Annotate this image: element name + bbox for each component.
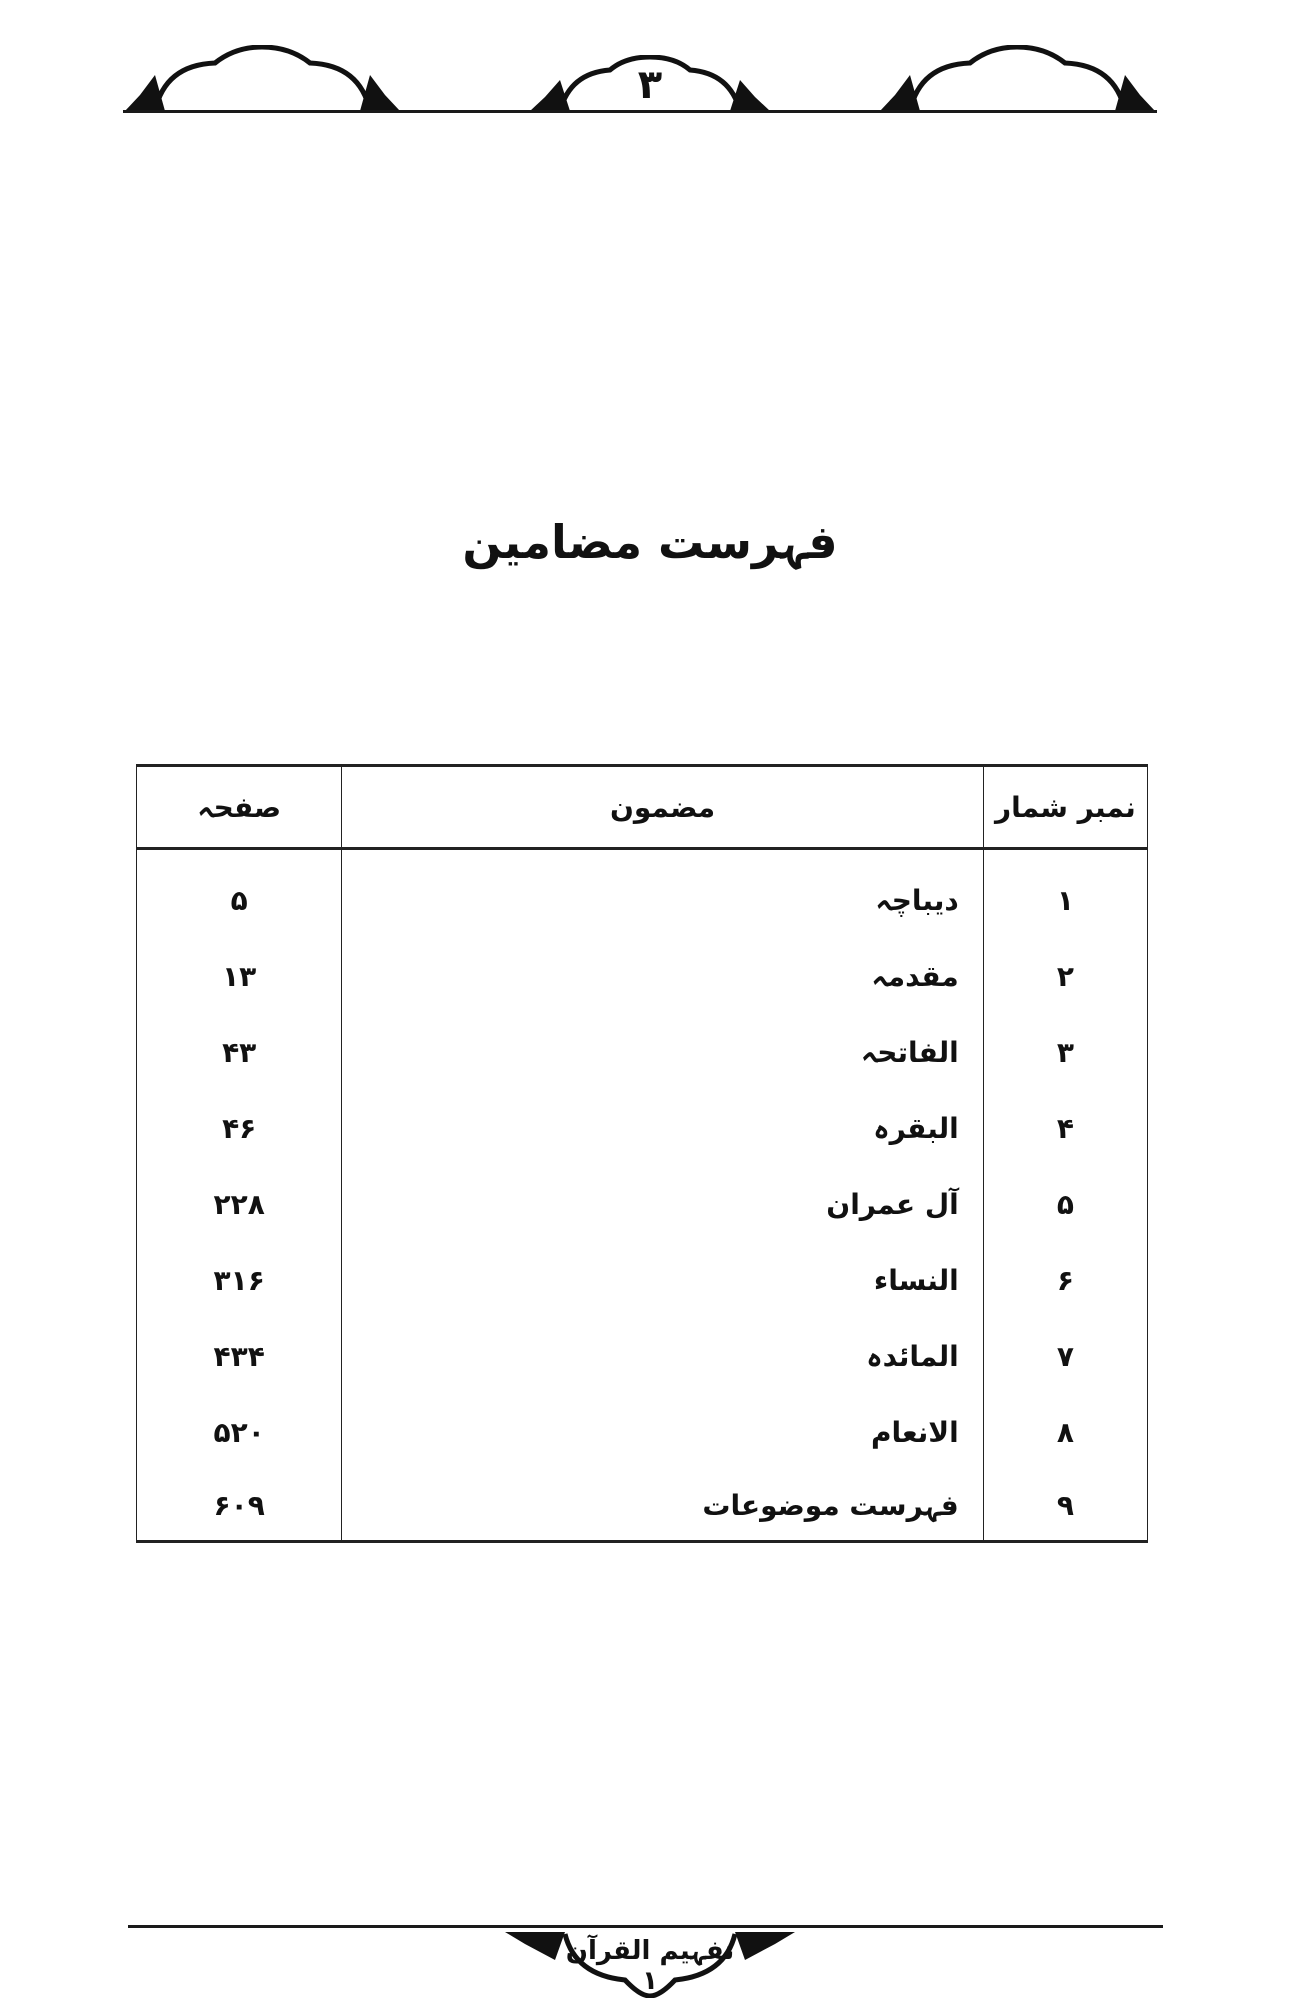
table-row: ۲ مقدمہ ۱۳: [135, 938, 1149, 1014]
table-row: ۸ الانعام ۵۲۰: [135, 1394, 1149, 1470]
column-header-subject: مضمون: [341, 764, 984, 850]
row-page: ۴۳: [135, 1014, 343, 1090]
column-header-number: نمبر شمار: [982, 764, 1149, 850]
row-number: ۳: [982, 1014, 1149, 1090]
table-row: ۹ فہرست موضوعات ۶۰۹: [135, 1470, 1149, 1543]
row-page: ۵۲۰: [135, 1394, 343, 1470]
table-row: ۱ دیباچہ ۵: [135, 848, 1149, 938]
row-number: ۷: [982, 1318, 1149, 1394]
column-header-page: صفحہ: [135, 764, 343, 850]
row-number: ۵: [982, 1166, 1149, 1242]
table-header-row: نمبر شمار مضمون صفحہ: [135, 764, 1149, 850]
table-row: ۵ آل عمران ۲۲۸: [135, 1166, 1149, 1242]
row-number: ۴: [982, 1090, 1149, 1166]
row-page: ۲۲۸: [135, 1166, 343, 1242]
row-subject: البقرہ: [341, 1090, 984, 1166]
footer-rule: [128, 1925, 1163, 1928]
footer-ornament-icon: [505, 1932, 795, 1998]
table-row: ۳ الفاتحہ ۴۳: [135, 1014, 1149, 1090]
row-page: ۵: [135, 848, 343, 938]
row-number: ۱: [982, 848, 1149, 938]
row-number: ۸: [982, 1394, 1149, 1470]
row-number: ۹: [982, 1470, 1149, 1543]
arch-ornament-left-icon: [125, 45, 400, 112]
row-subject: فہرست موضوعات: [341, 1470, 984, 1543]
row-subject: الانعام: [341, 1394, 984, 1470]
row-subject: آل عمران: [341, 1166, 984, 1242]
table-row: ۶ النساء ۳۱۶: [135, 1242, 1149, 1318]
header-rule: [123, 110, 1157, 113]
row-subject: المائدہ: [341, 1318, 984, 1394]
row-page: ۴۳۴: [135, 1318, 343, 1394]
row-page: ۶۰۹: [135, 1470, 343, 1543]
row-subject: النساء: [341, 1242, 984, 1318]
table-row: ۷ المائدہ ۴۳۴: [135, 1318, 1149, 1394]
page-number: ۳: [637, 62, 663, 108]
footer-book-title: تفہیم القرآن ۱: [565, 1936, 735, 1996]
row-page: ۴۶: [135, 1090, 343, 1166]
row-number: ۲: [982, 938, 1149, 1014]
row-page: ۱۳: [135, 938, 343, 1014]
row-subject: دیباچہ: [341, 848, 984, 938]
arch-ornament-right-icon: [880, 45, 1155, 112]
row-subject: مقدمہ: [341, 938, 984, 1014]
row-number: ۶: [982, 1242, 1149, 1318]
row-subject: الفاتحہ: [341, 1014, 984, 1090]
contents-table: نمبر شمار مضمون صفحہ ۱ دیباچہ ۵ ۲ مقدمہ ۱۳ ۳ ال…: [135, 764, 1149, 1543]
row-page: ۳۱۶: [135, 1242, 343, 1318]
arch-ornament-center-icon: [530, 55, 770, 112]
page-title: فہرست مضامین: [462, 515, 838, 569]
table-row: ۴ البقرہ ۴۶: [135, 1090, 1149, 1166]
